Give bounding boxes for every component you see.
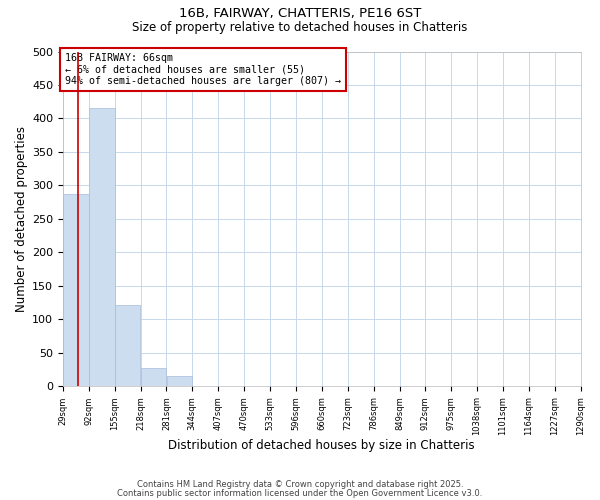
- Y-axis label: Number of detached properties: Number of detached properties: [15, 126, 28, 312]
- Text: Contains HM Land Registry data © Crown copyright and database right 2025.: Contains HM Land Registry data © Crown c…: [137, 480, 463, 489]
- Text: Size of property relative to detached houses in Chatteris: Size of property relative to detached ho…: [133, 21, 467, 34]
- Bar: [63, 194, 89, 386]
- Text: 16B, FAIRWAY, CHATTERIS, PE16 6ST: 16B, FAIRWAY, CHATTERIS, PE16 6ST: [179, 8, 421, 20]
- Bar: [141, 368, 166, 386]
- Text: 16B FAIRWAY: 66sqm
← 6% of detached houses are smaller (55)
94% of semi-detached: 16B FAIRWAY: 66sqm ← 6% of detached hous…: [65, 53, 341, 86]
- X-axis label: Distribution of detached houses by size in Chatteris: Distribution of detached houses by size …: [169, 440, 475, 452]
- Bar: [115, 304, 140, 386]
- Bar: [89, 108, 115, 386]
- Text: Contains public sector information licensed under the Open Government Licence v3: Contains public sector information licen…: [118, 488, 482, 498]
- Bar: [167, 376, 192, 386]
